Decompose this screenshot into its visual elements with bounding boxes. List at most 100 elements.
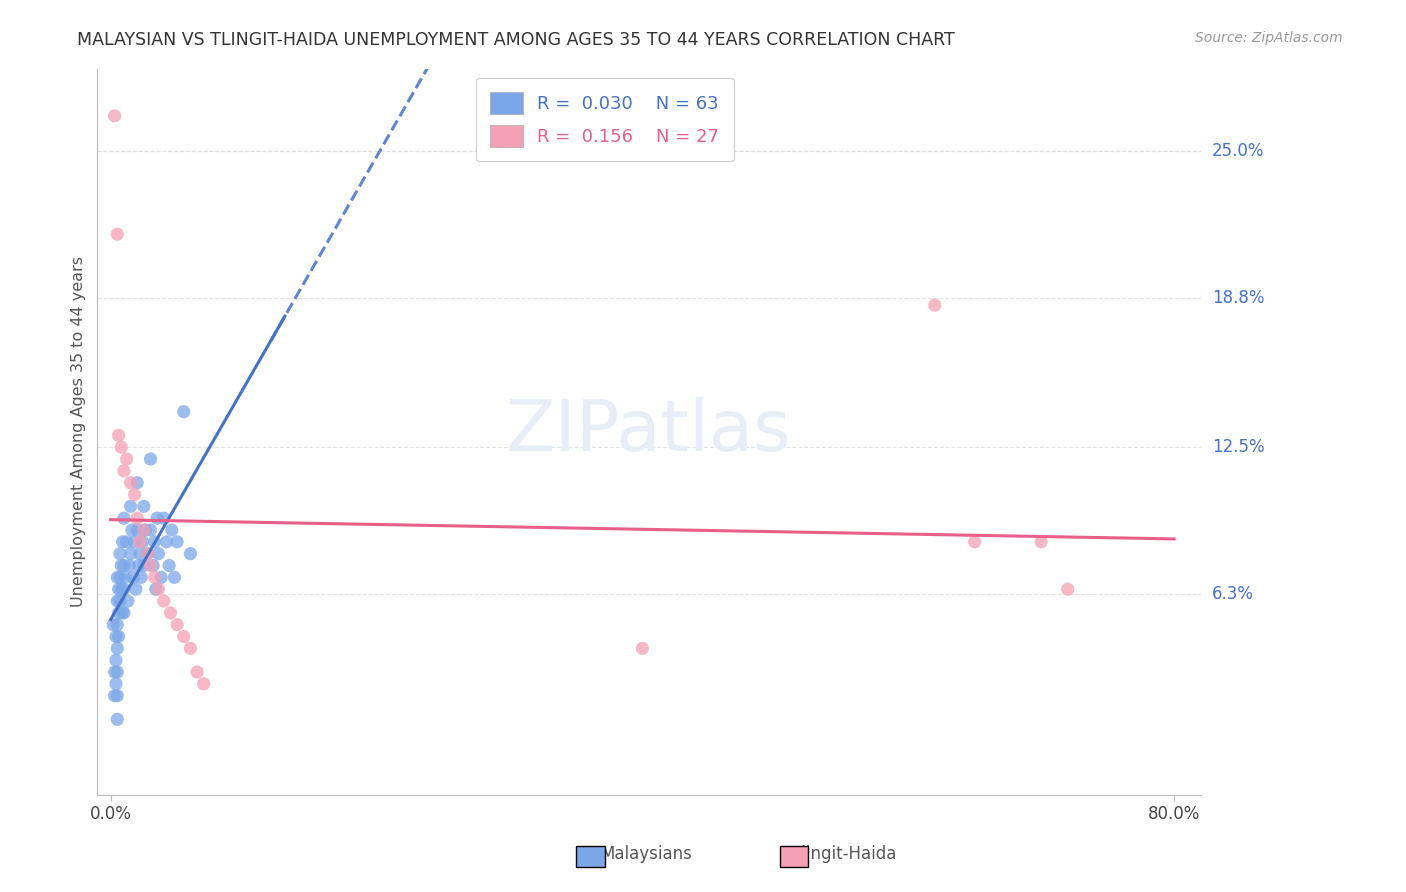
Point	[107, 582, 129, 597]
Point	[104, 677, 127, 691]
Point	[104, 653, 127, 667]
Point	[129, 570, 152, 584]
Point	[112, 606, 135, 620]
Point	[108, 594, 131, 608]
Point	[104, 665, 127, 679]
Point	[924, 298, 946, 312]
Point	[110, 440, 132, 454]
Point	[142, 558, 165, 573]
Point	[139, 452, 162, 467]
Point	[105, 641, 128, 656]
Point	[131, 534, 153, 549]
Point	[160, 523, 183, 537]
Point	[108, 570, 131, 584]
Point	[105, 594, 128, 608]
Point	[143, 570, 166, 584]
Point	[105, 570, 128, 584]
Point	[107, 428, 129, 442]
Point	[107, 606, 129, 620]
Point	[111, 606, 134, 620]
Point	[114, 570, 136, 584]
Point	[117, 594, 139, 608]
Point	[148, 547, 170, 561]
Point	[193, 677, 215, 691]
Point	[132, 558, 155, 573]
Point	[631, 641, 654, 656]
Point	[136, 547, 159, 561]
Point	[110, 558, 132, 573]
Text: 25.0%: 25.0%	[1212, 143, 1264, 161]
Point	[132, 500, 155, 514]
Point	[159, 606, 181, 620]
Text: 12.5%: 12.5%	[1212, 438, 1264, 456]
Point	[112, 464, 135, 478]
Point	[143, 534, 166, 549]
Point	[186, 665, 208, 679]
Legend: R =  0.030    N = 63, R =  0.156    N = 27: R = 0.030 N = 63, R = 0.156 N = 27	[477, 78, 734, 161]
Text: 6.3%: 6.3%	[1212, 585, 1254, 603]
Point	[112, 582, 135, 597]
Point	[1031, 534, 1053, 549]
Text: Tlingit-Haida: Tlingit-Haida	[792, 846, 896, 863]
Point	[122, 570, 145, 584]
Point	[139, 558, 162, 573]
Point	[121, 523, 143, 537]
Point	[105, 227, 128, 242]
Text: ZIPatlas: ZIPatlas	[506, 397, 792, 467]
Point	[105, 665, 128, 679]
Point	[157, 558, 180, 573]
Point	[136, 547, 159, 561]
Point	[111, 534, 134, 549]
Point	[105, 617, 128, 632]
Point	[163, 570, 186, 584]
Point	[166, 534, 188, 549]
Point	[104, 109, 127, 123]
Point	[173, 630, 195, 644]
Point	[134, 523, 156, 537]
Point	[155, 534, 177, 549]
Point	[112, 558, 135, 573]
Point	[110, 582, 132, 597]
Point	[107, 630, 129, 644]
Point	[128, 534, 150, 549]
Point	[104, 630, 127, 644]
Point	[153, 511, 176, 525]
Point	[150, 570, 173, 584]
Point	[124, 534, 146, 549]
Point	[127, 475, 149, 490]
Point	[124, 487, 146, 501]
Point	[963, 534, 986, 549]
Point	[153, 594, 176, 608]
Point	[127, 523, 149, 537]
Text: MALAYSIAN VS TLINGIT-HAIDA UNEMPLOYMENT AMONG AGES 35 TO 44 YEARS CORRELATION CH: MALAYSIAN VS TLINGIT-HAIDA UNEMPLOYMENT …	[77, 31, 955, 49]
Point	[105, 689, 128, 703]
Point	[179, 547, 201, 561]
Point	[120, 500, 142, 514]
Point	[120, 547, 142, 561]
Point	[108, 547, 131, 561]
Point	[148, 582, 170, 597]
Point	[115, 452, 138, 467]
Point	[132, 523, 155, 537]
Point	[112, 511, 135, 525]
Point	[146, 511, 169, 525]
Point	[125, 582, 148, 597]
Point	[179, 641, 201, 656]
Y-axis label: Unemployment Among Ages 35 to 44 years: Unemployment Among Ages 35 to 44 years	[72, 256, 86, 607]
Text: 18.8%: 18.8%	[1212, 289, 1264, 307]
Point	[103, 617, 125, 632]
Point	[139, 523, 162, 537]
Point	[128, 558, 150, 573]
Point	[104, 689, 127, 703]
Point	[145, 582, 167, 597]
Point	[128, 547, 150, 561]
Point	[120, 475, 142, 490]
Text: Source: ZipAtlas.com: Source: ZipAtlas.com	[1195, 31, 1343, 45]
Point	[118, 558, 141, 573]
Point	[166, 617, 188, 632]
Point	[1056, 582, 1078, 597]
Point	[127, 511, 149, 525]
Point	[173, 405, 195, 419]
Text: Malaysians: Malaysians	[600, 846, 693, 863]
Point	[105, 712, 128, 726]
